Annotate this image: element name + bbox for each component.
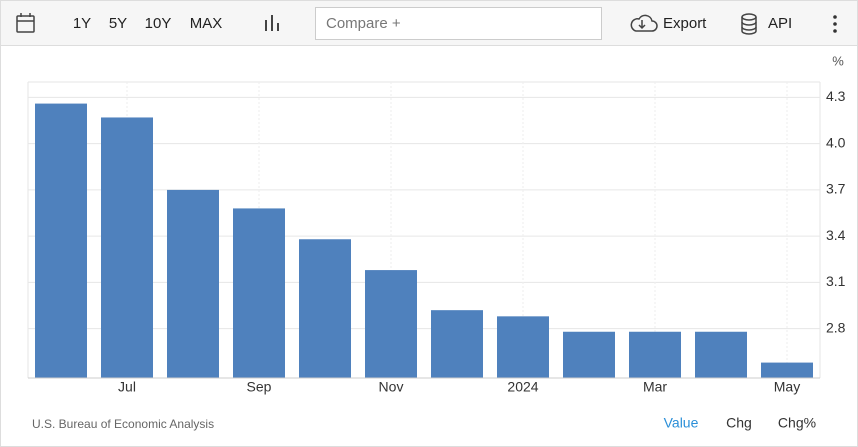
range-button[interactable]: 10Y — [145, 15, 172, 32]
x-tick-label: Mar — [643, 379, 667, 395]
y-tick-label: 3.4 — [826, 227, 846, 243]
range-button[interactable]: 1Y — [73, 15, 91, 32]
bar — [629, 331, 681, 378]
x-tick-label: Nov — [379, 379, 404, 395]
calendar-icon[interactable] — [16, 13, 35, 33]
export-icon[interactable] — [630, 14, 658, 32]
compare-input[interactable] — [315, 7, 602, 40]
y-tick-label: 4.0 — [826, 134, 846, 150]
api-icon[interactable] — [741, 13, 757, 35]
bar — [167, 189, 219, 378]
chart-type-icon[interactable] — [265, 15, 279, 31]
bar — [299, 239, 351, 378]
x-tick-label: Jul — [118, 379, 136, 395]
y-tick-label: 3.7 — [826, 181, 846, 197]
compare-placeholder: Compare + — [326, 15, 401, 32]
bar — [101, 117, 153, 378]
mode-button[interactable]: Chg% — [778, 415, 816, 431]
unit-label: % — [832, 53, 844, 68]
y-tick-label: 2.8 — [826, 319, 846, 335]
bar — [695, 331, 747, 378]
bar — [497, 316, 549, 378]
toolbar: 1Y 5Y 10Y MAX Compare + Export API — [0, 0, 858, 46]
x-tick-label: Sep — [247, 379, 272, 395]
x-tick-label: May — [774, 379, 800, 395]
menu-icon[interactable] — [833, 15, 837, 33]
api-button[interactable]: API — [768, 15, 792, 32]
y-tick-label: 4.3 — [826, 88, 846, 104]
mode-button[interactable]: Chg — [726, 415, 752, 431]
range-button[interactable]: MAX — [190, 15, 223, 32]
source: U.S. Bureau of Economic Analysis — [32, 417, 214, 431]
bar — [563, 331, 615, 378]
export-button[interactable]: Export — [663, 15, 707, 32]
y-tick-label: 3.1 — [826, 273, 846, 289]
x-tick-label: 2024 — [507, 379, 538, 395]
range-button[interactable]: 5Y — [109, 15, 127, 32]
bar — [761, 362, 813, 378]
bar — [365, 270, 417, 378]
bar — [35, 103, 87, 378]
bar — [431, 310, 483, 378]
bar — [233, 208, 285, 378]
mode-button[interactable]: Value — [664, 415, 699, 431]
